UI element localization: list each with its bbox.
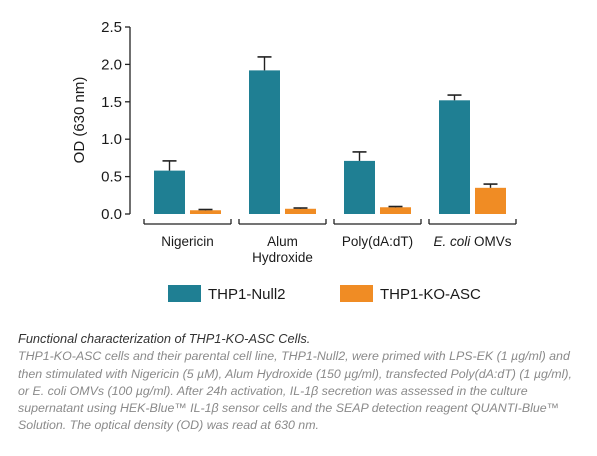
bar-thp1-ko-asc xyxy=(380,207,411,214)
bar-thp1-ko-asc xyxy=(285,208,316,214)
x-category-label: Alum xyxy=(267,234,298,249)
bar-thp1-ko-asc xyxy=(475,187,506,214)
x-category-label: Nigericin xyxy=(161,234,214,249)
x-category-label: E. coli OMVs xyxy=(433,234,511,249)
legend-swatch xyxy=(340,285,373,302)
legend-label: THP1-KO-ASC xyxy=(380,286,481,303)
legend: THP1-Null2 THP1-KO-ASC xyxy=(168,285,481,303)
x-category-label: Hydroxide xyxy=(252,250,313,265)
figure-caption: Functional characterization of THP1-KO-A… xyxy=(18,330,583,435)
y-axis: 0.0 0.5 1.0 1.5 2.0 2.5 xyxy=(101,19,131,223)
bar-thp1-null2 xyxy=(154,170,185,214)
bar-thp1-null2 xyxy=(439,100,470,214)
y-axis-label: OD (630 nm) xyxy=(71,77,88,164)
x-category-label: Poly(dA:dT) xyxy=(342,234,413,249)
bar-chart: 0.0 0.5 1.0 1.5 2.0 2.5 OD (630 nm) Nigericin… xyxy=(71,19,517,303)
y-tick-label: 1.5 xyxy=(101,94,122,111)
legend-swatch xyxy=(168,285,201,302)
bar-thp1-ko-asc xyxy=(190,210,221,214)
y-tick-label: 2.5 xyxy=(101,19,122,36)
legend-label: THP1-Null2 xyxy=(208,286,286,303)
y-tick-label: 2.0 xyxy=(101,56,122,73)
bars-group xyxy=(154,56,506,214)
bar-thp1-null2 xyxy=(344,160,375,214)
y-tick-label: 0.0 xyxy=(101,206,122,223)
y-tick-label: 1.0 xyxy=(101,131,122,148)
y-tick-label: 0.5 xyxy=(101,169,122,186)
caption-title: Functional characterization of THP1-KO-A… xyxy=(18,331,311,346)
caption-body: THP1-KO-ASC cells and their parental cel… xyxy=(18,349,572,433)
bar-thp1-null2 xyxy=(249,70,280,214)
